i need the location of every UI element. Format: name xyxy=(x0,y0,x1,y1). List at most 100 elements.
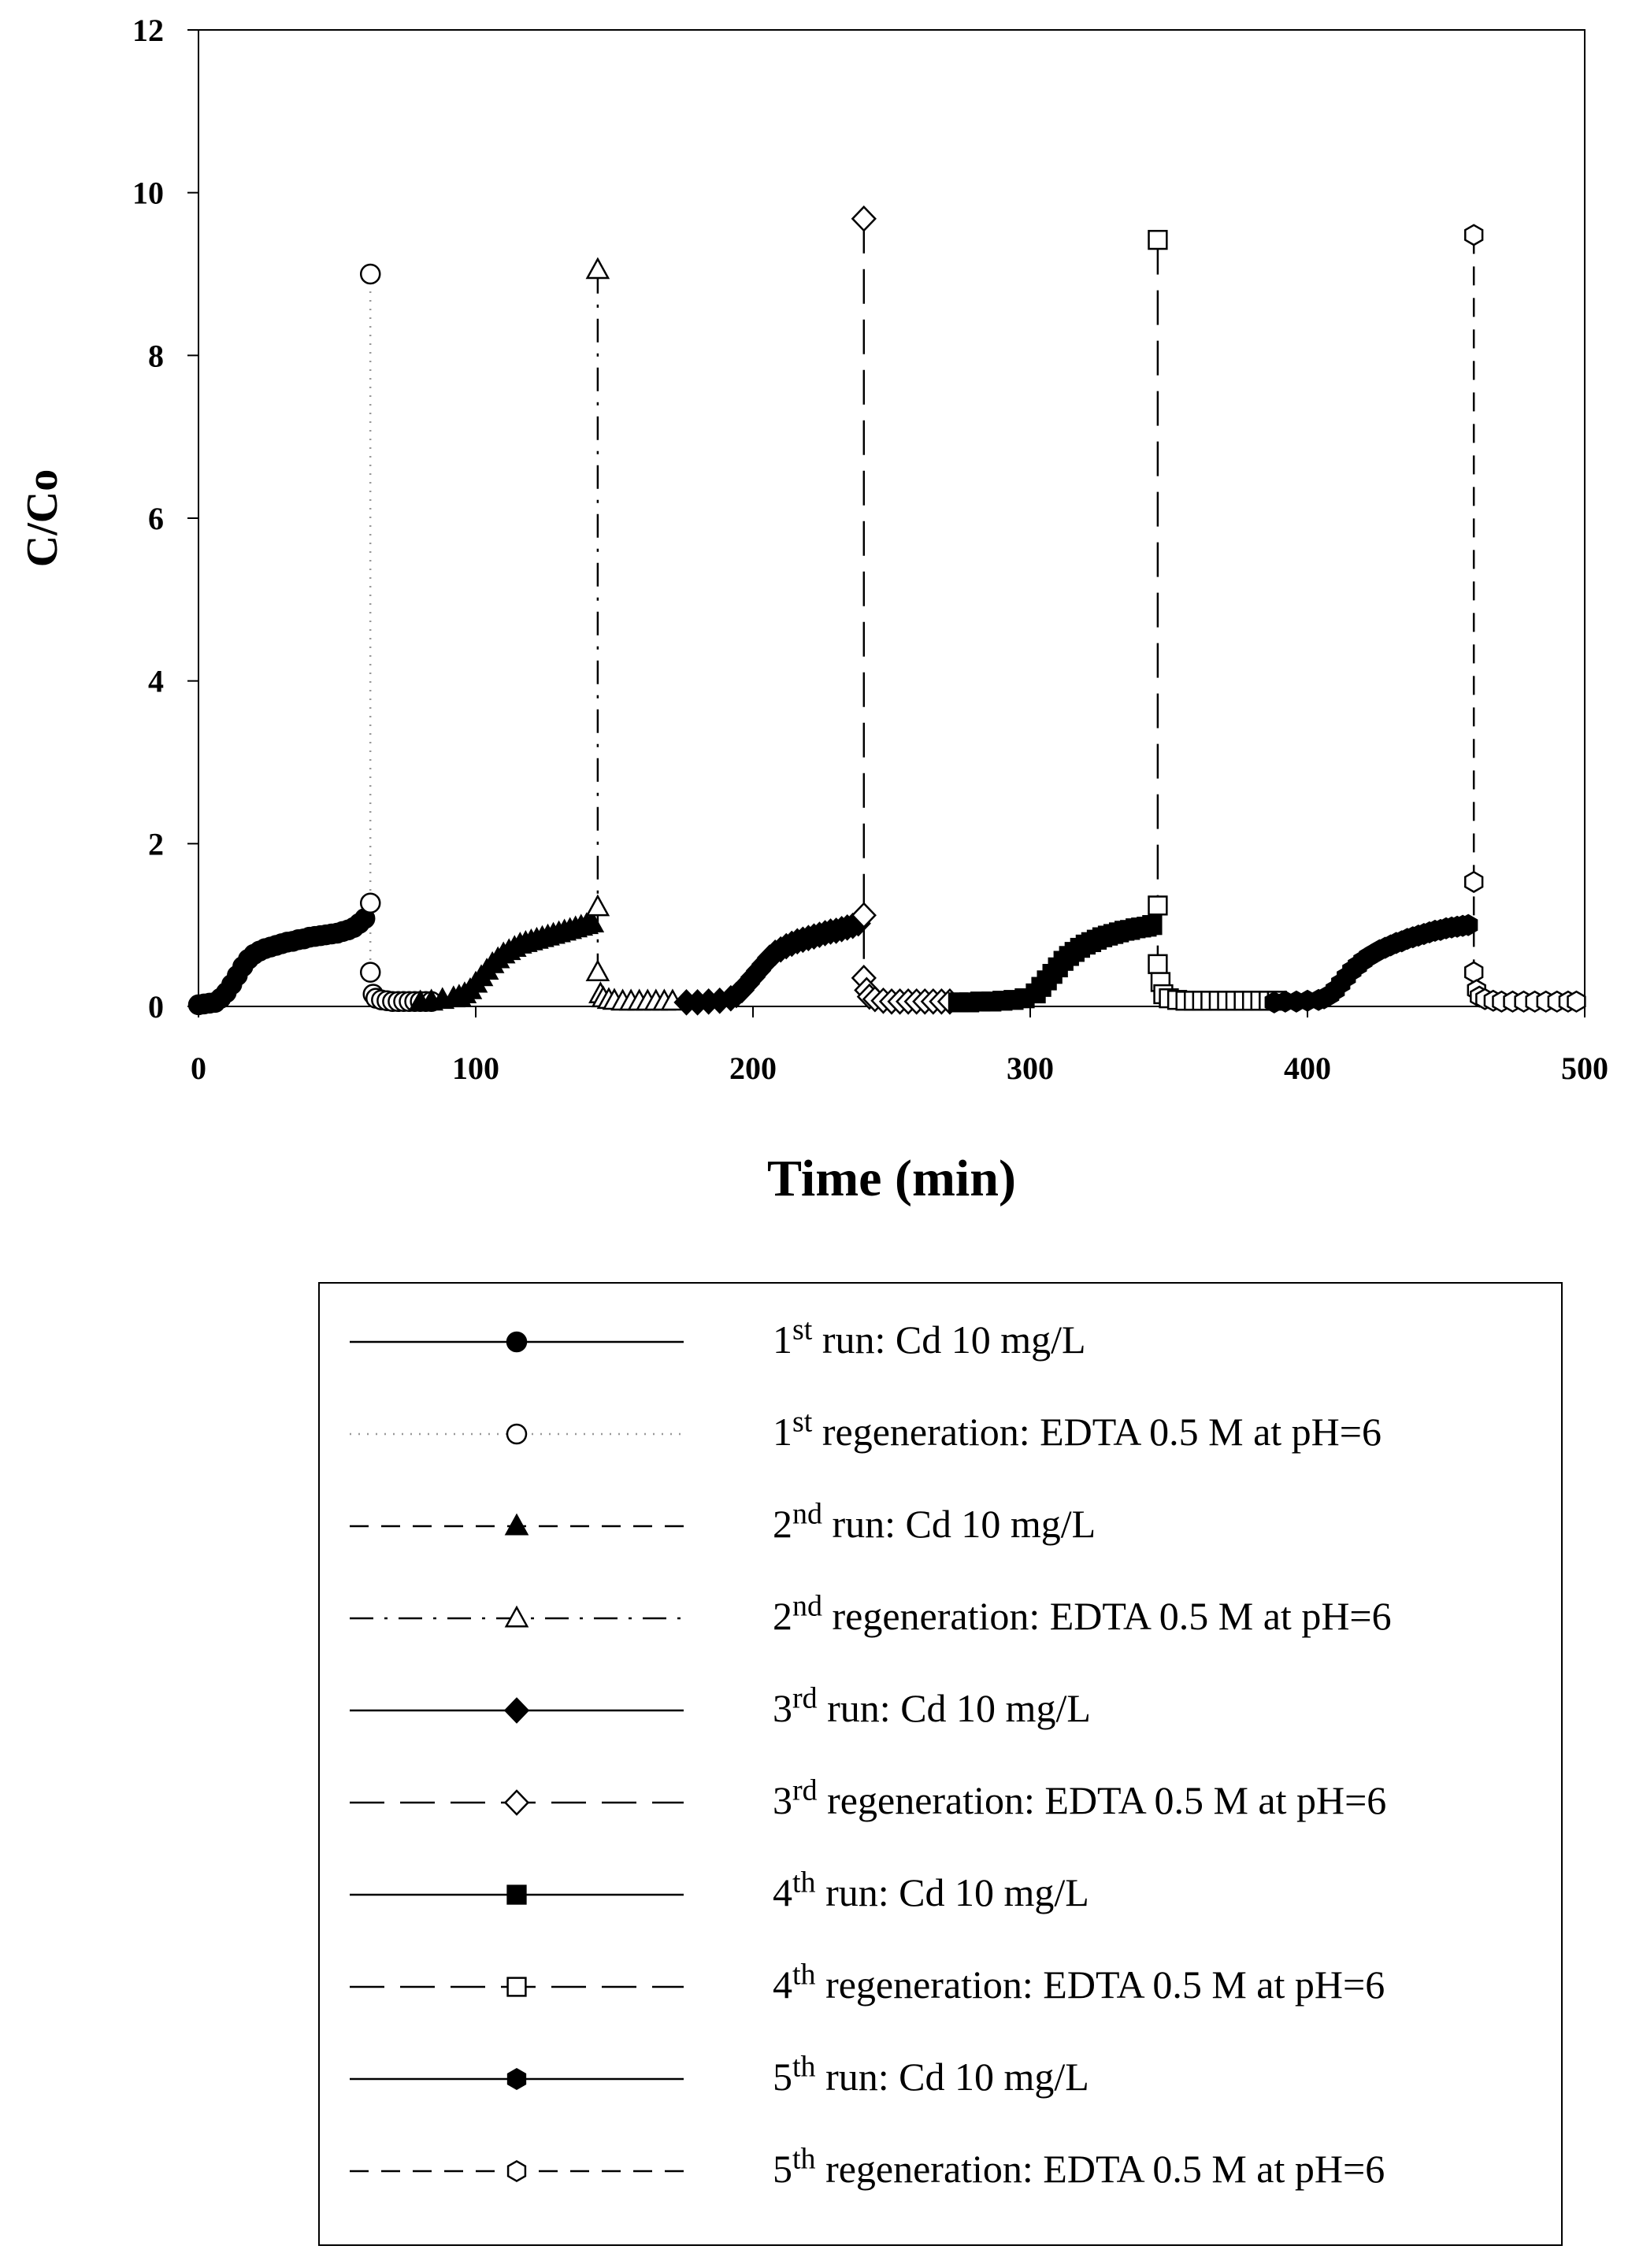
legend-description: run: Cd 10 mg/L xyxy=(817,1686,1091,1730)
legend-ordinal-suffix: th xyxy=(792,2050,816,2084)
legend-label: 4th run: Cd 10 mg/L xyxy=(773,1867,1089,1915)
legend-swatch xyxy=(350,2067,684,2091)
legend-ordinal: 5 xyxy=(773,2055,792,2099)
series-2-points xyxy=(359,263,442,1013)
series-markers xyxy=(187,205,1586,1016)
series-line-6 xyxy=(862,218,950,1003)
legend-marker xyxy=(506,2159,527,2183)
y-tick-label: 8 xyxy=(148,338,164,373)
legend-label: 2nd run: Cd 10 mg/L xyxy=(773,1499,1096,1547)
x-tick-label: 400 xyxy=(1284,1051,1331,1086)
series-line-8 xyxy=(1156,239,1278,1002)
legend-ordinal-suffix: th xyxy=(792,2142,816,2176)
legend-label: 1st run: Cd 10 mg/L xyxy=(773,1314,1086,1362)
data-point xyxy=(359,962,381,983)
legend-item: 5th regeneration: EDTA 0.5 M at pH=6 xyxy=(320,2130,1561,2222)
legend-item: 3rd regeneration: EDTA 0.5 M at pH=6 xyxy=(320,1762,1561,1853)
legend-marker xyxy=(503,1697,530,1724)
legend-item: 2nd run: Cd 10 mg/L xyxy=(320,1485,1561,1577)
data-point xyxy=(585,257,610,280)
data-point xyxy=(851,902,877,929)
y-tick-label: 10 xyxy=(132,176,164,211)
y-tick-label: 0 xyxy=(148,989,164,1025)
legend-ordinal-suffix: th xyxy=(792,1958,816,1992)
legend-item: 2nd regeneration: EDTA 0.5 M at pH=6 xyxy=(320,1577,1561,1669)
legend-swatch xyxy=(350,1884,684,1905)
data-point xyxy=(1464,224,1484,246)
legend-item: 4th run: Cd 10 mg/L xyxy=(320,1854,1561,1945)
y-tick-label: 6 xyxy=(148,501,164,536)
legend-ordinal: 5 xyxy=(773,2147,792,2191)
legend-ordinal-suffix: rd xyxy=(792,1773,818,1807)
legend-marker xyxy=(506,2067,527,2091)
x-tick-label: 100 xyxy=(452,1051,499,1086)
data-point xyxy=(1142,915,1163,936)
legend-swatch xyxy=(350,1513,684,1536)
legend-label: 2nd regeneration: EDTA 0.5 M at pH=6 xyxy=(773,1591,1392,1639)
data-point xyxy=(1148,954,1168,974)
y-tick-label: 12 xyxy=(132,13,164,48)
series-9-points xyxy=(1264,914,1478,1014)
legend-description: run: Cd 10 mg/L xyxy=(812,1317,1086,1362)
chart-area: 0 2 4 6 8 10 12 0 100 200 300 400 500 Time (min) C/C… xyxy=(18,13,1608,1207)
legend-swatch xyxy=(350,1331,684,1353)
legend-ordinal-suffix: st xyxy=(792,1405,813,1439)
legend-marker xyxy=(504,1605,529,1628)
legend-ordinal: 4 xyxy=(773,1962,792,2007)
y-axis-title: C/Co xyxy=(18,469,67,567)
legend-description: regeneration: EDTA 0.5 M at pH=6 xyxy=(815,1962,1385,2007)
y-tick-label: 4 xyxy=(148,664,164,699)
data-point xyxy=(1458,914,1478,936)
legend-item: 1st run: Cd 10 mg/L xyxy=(320,1301,1561,1392)
legend-label: 1st regeneration: EDTA 0.5 M at pH=6 xyxy=(773,1406,1382,1455)
legend-label: 3rd regeneration: EDTA 0.5 M at pH=6 xyxy=(773,1775,1386,1823)
legend-swatch xyxy=(350,1605,684,1628)
legend-description: run: Cd 10 mg/L xyxy=(815,1870,1089,1914)
legend-ordinal: 4 xyxy=(773,1870,792,1914)
legend-marker xyxy=(506,1331,528,1353)
series-line-2 xyxy=(369,274,432,1003)
series-6-points xyxy=(851,205,963,1015)
data-point xyxy=(580,910,605,933)
legend-description: regeneration: EDTA 0.5 M at pH=6 xyxy=(822,1594,1392,1638)
y-tick-label: 2 xyxy=(148,826,164,862)
legend-description: run: Cd 10 mg/L xyxy=(815,2055,1089,2099)
legend-ordinal-suffix: th xyxy=(792,1866,816,1899)
series-lines xyxy=(198,218,1577,1006)
legend-label: 3rd run: Cd 10 mg/L xyxy=(773,1683,1091,1731)
legend-swatch xyxy=(350,2159,684,2183)
series-7-points xyxy=(948,915,1163,1013)
legend-ordinal: 2 xyxy=(773,1594,792,1638)
legend-marker xyxy=(506,1884,527,1905)
legend-marker xyxy=(506,1423,528,1445)
data-point xyxy=(1464,961,1484,984)
legend-item: 3rd run: Cd 10 mg/L xyxy=(320,1670,1561,1761)
data-point xyxy=(585,894,610,917)
legend-ordinal-suffix: nd xyxy=(792,1497,822,1531)
data-point xyxy=(1148,895,1168,916)
legend-item: 4th regeneration: EDTA 0.5 M at pH=6 xyxy=(320,1946,1561,2037)
x-tick-label: 300 xyxy=(1007,1051,1054,1086)
series-8-points xyxy=(1148,229,1287,1011)
legend-ordinal: 2 xyxy=(773,1502,792,1546)
series-1-points xyxy=(187,908,376,1016)
legend-item: 5th run: Cd 10 mg/L xyxy=(320,2038,1561,2129)
legend-marker xyxy=(504,1513,529,1536)
legend-description: regeneration: EDTA 0.5 M at pH=6 xyxy=(815,2147,1385,2191)
legend-swatch xyxy=(350,1789,684,1816)
data-point xyxy=(359,892,381,914)
data-point xyxy=(585,959,610,982)
legend: 1st run: Cd 10 mg/L 1st regeneration: EDT… xyxy=(318,1282,1563,2246)
legend-ordinal-suffix: rd xyxy=(792,1681,818,1715)
legend-description: regeneration: EDTA 0.5 M at pH=6 xyxy=(812,1410,1382,1454)
legend-swatch xyxy=(350,1423,684,1445)
series-4-points xyxy=(585,257,685,1011)
series-line-4 xyxy=(596,269,673,1003)
legend-ordinal: 3 xyxy=(773,1778,792,1822)
legend-marker xyxy=(506,1977,527,1997)
legend-ordinal: 1 xyxy=(773,1317,792,1362)
axis-ticks: 0 2 4 6 8 10 12 0 100 200 300 400 500 xyxy=(132,13,1608,1086)
data-point xyxy=(1148,229,1168,250)
legend-label: 5th run: Cd 10 mg/L xyxy=(773,2051,1089,2099)
x-tick-label: 0 xyxy=(191,1051,206,1086)
